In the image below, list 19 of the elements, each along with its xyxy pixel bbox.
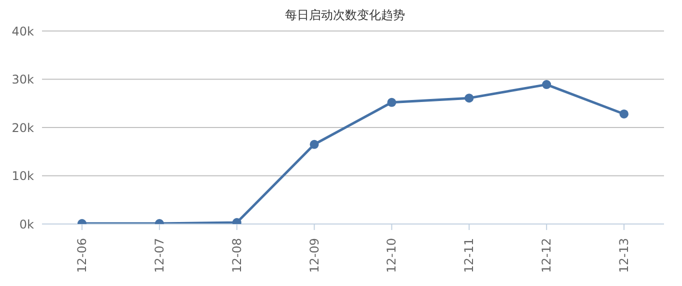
chart-title: 每日启动次数变化趋势 (284, 8, 406, 24)
y-tick-label: 10k (12, 169, 34, 184)
y-tick-label: 40k (12, 24, 34, 38)
y-tick-label: 30k (12, 72, 34, 87)
x-tick-label: 12-10 (384, 238, 399, 273)
point (387, 98, 396, 107)
x-tick-label: 12-12 (540, 238, 554, 273)
x-tick-label: 12-08 (230, 238, 244, 273)
point (464, 94, 474, 103)
x-tick-label: 12-11 (462, 238, 476, 273)
x-tick-label: 12-06 (75, 238, 89, 273)
y-tick-label: 0k (19, 217, 34, 232)
point (310, 140, 319, 149)
x-tick-label: 12-09 (307, 238, 322, 273)
point (542, 80, 552, 90)
y-tick-label: 20k (12, 120, 34, 135)
point (620, 109, 628, 118)
x-tick-label: 12-13 (617, 238, 631, 273)
x-tick-label: 12-07 (152, 238, 166, 273)
